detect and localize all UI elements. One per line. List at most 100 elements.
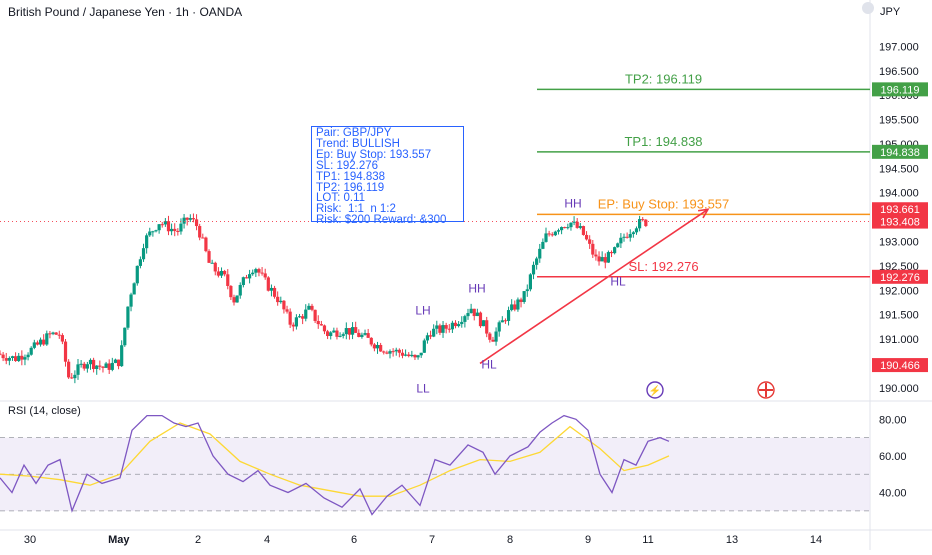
candle-body — [572, 221, 576, 223]
candle-body — [510, 304, 514, 311]
price-tick-label: 191.500 — [879, 310, 919, 322]
candle-body — [385, 352, 389, 354]
candle-body — [407, 354, 411, 357]
candle-body — [450, 322, 454, 330]
candle-body — [413, 354, 417, 358]
price-tag — [872, 214, 928, 229]
level-label-tp: TP2: 196.119 — [625, 71, 702, 86]
candle-body — [32, 342, 36, 348]
candle-body — [45, 333, 49, 345]
candle-body — [603, 257, 607, 263]
candle-body — [148, 231, 152, 236]
time-tick-label: 4 — [264, 534, 270, 546]
candle-body — [575, 221, 579, 228]
candle-body — [120, 345, 124, 367]
candle-body — [556, 230, 561, 232]
candle-body — [591, 243, 595, 255]
candle-body — [397, 349, 401, 353]
candle-body — [138, 259, 142, 266]
candle-body — [494, 331, 498, 342]
candle-body — [634, 228, 639, 233]
candle-body — [54, 332, 58, 335]
candle-body — [95, 365, 99, 370]
candle-body — [7, 358, 11, 361]
candle-body — [453, 322, 458, 327]
trendline-arrowhead — [697, 208, 710, 219]
info-line-tp1: TP1: 194.838 — [316, 170, 386, 183]
price-tag — [872, 358, 928, 373]
time-tick-label: 11 — [642, 534, 653, 546]
candle-body — [70, 377, 74, 379]
candle-body — [4, 358, 8, 361]
candle-body — [600, 257, 604, 262]
candle-body — [360, 334, 364, 337]
candle-body — [513, 304, 517, 310]
candle-body — [301, 316, 305, 319]
candle-body — [185, 217, 189, 220]
candle-body — [182, 217, 186, 224]
candle-body — [425, 335, 430, 341]
structure-annotation: HL — [610, 274, 626, 288]
candle-body — [475, 312, 479, 317]
candle-body — [404, 354, 408, 356]
candle-body — [198, 226, 202, 238]
candle-body — [553, 231, 557, 236]
level-axis-tag-label: 194.838 — [880, 147, 920, 159]
candle-body — [63, 341, 68, 362]
candle-body — [622, 236, 626, 238]
candle-body — [560, 227, 564, 231]
candle-body — [92, 359, 96, 370]
candle-body — [116, 359, 121, 367]
candle-body — [51, 332, 55, 334]
candle-body — [282, 300, 286, 310]
candle-body — [10, 356, 15, 359]
candle-body — [263, 273, 267, 278]
candle-body — [57, 334, 61, 336]
info-line-risk-reward: Risk: $200 Reward: &300 — [316, 214, 447, 227]
candle-body — [42, 339, 46, 345]
candle-body — [366, 333, 370, 338]
time-tick-label: 9 — [585, 534, 591, 546]
time-tick-label: 30 — [24, 534, 36, 546]
trade-info-box: Pair: GBP/JPY Trend: BULLISH Ep: Buy Sto… — [311, 126, 464, 226]
candle-body — [584, 234, 589, 240]
rsi-line — [0, 414, 670, 516]
candle-body — [485, 320, 489, 334]
level-axis-tag — [872, 82, 928, 97]
info-line-tp2: TP2: 196.119 — [316, 181, 385, 194]
info-line-entry: Ep: Buy Stop: 193.557 — [316, 148, 432, 161]
candle-body — [347, 328, 352, 335]
candle-body — [478, 312, 483, 327]
candle-body — [260, 272, 264, 274]
info-line-pair: Pair: GBP/JPY — [316, 127, 392, 139]
candle-body — [20, 355, 24, 360]
candle-body — [341, 334, 345, 336]
candle-body — [107, 363, 111, 370]
candle-body — [379, 344, 383, 352]
candle-body — [544, 233, 548, 242]
candle-body — [438, 325, 442, 333]
candle-body — [469, 308, 473, 314]
candle-body — [204, 237, 208, 252]
candle-body — [191, 218, 196, 220]
level-label-sl: SL: 192.276 — [628, 259, 698, 274]
candle-body — [288, 311, 292, 325]
candle-body — [113, 359, 118, 363]
candle-body — [76, 364, 80, 375]
candle-body — [291, 324, 295, 327]
price-tag-label: 193.661 — [880, 204, 920, 216]
candle-body — [326, 331, 330, 337]
rsi-indicator-title[interactable]: RSI (14, close) — [8, 405, 81, 417]
level-axis-tag-label: 196.119 — [881, 84, 920, 96]
candle-body — [297, 316, 302, 318]
candle-body — [307, 305, 311, 310]
candle-body — [135, 265, 139, 284]
price-tick-label: 194.000 — [879, 188, 919, 200]
info-line-stoploss: SL: 192.276 — [316, 159, 379, 172]
price-tick-label: 191.000 — [879, 334, 919, 346]
candle-body — [472, 308, 476, 317]
candle-body — [628, 234, 632, 238]
candle-body — [391, 351, 395, 353]
